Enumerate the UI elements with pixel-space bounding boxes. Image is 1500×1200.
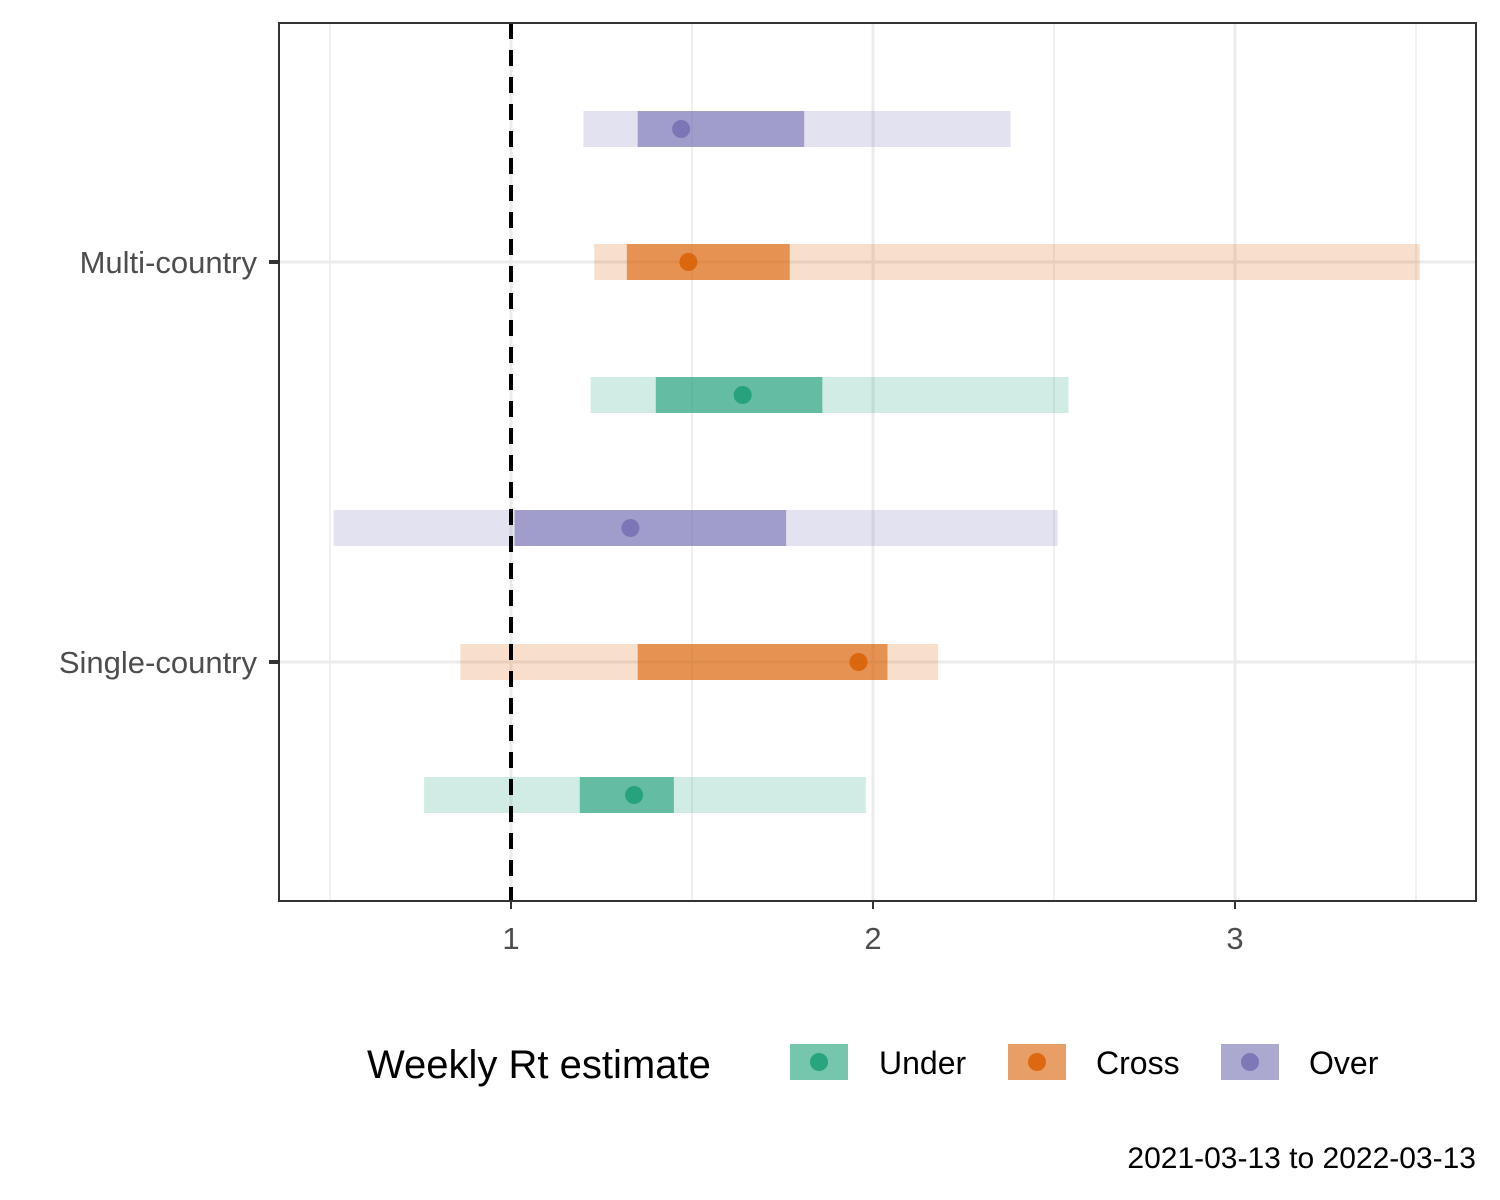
interval-over — [583, 111, 1011, 147]
x-tick-label: 3 — [1226, 921, 1243, 956]
legend-item-over: Over — [1221, 1044, 1379, 1081]
legend-label: Over — [1309, 1045, 1379, 1081]
point-estimate — [621, 519, 640, 537]
interval-cross — [460, 644, 939, 680]
point-estimate — [679, 253, 698, 271]
y-tick-label: Multi-country — [80, 245, 258, 280]
point-estimate — [733, 386, 752, 404]
caption: 2021-03-13 to 2022-03-13 — [1127, 1142, 1476, 1175]
point-estimate — [849, 653, 868, 671]
interval-under — [424, 777, 866, 813]
interval-cross — [594, 244, 1420, 280]
inner-interval-bar — [514, 510, 787, 546]
legend-key-point — [810, 1053, 828, 1071]
x-tick-label: 1 — [502, 921, 519, 956]
legend: Weekly Rt estimate Under Cross Over — [367, 1043, 1379, 1087]
interval-over — [333, 510, 1058, 546]
interval-bars — [333, 111, 1420, 813]
legend-item-under: Under — [790, 1044, 967, 1081]
inner-interval-bar — [637, 111, 805, 147]
legend-label: Under — [879, 1045, 967, 1081]
legend-title: Weekly Rt estimate — [367, 1043, 711, 1087]
point-estimate — [625, 786, 644, 804]
y-tick-label: Single-country — [59, 645, 258, 680]
legend-label: Cross — [1096, 1045, 1180, 1081]
inner-interval-bar — [637, 644, 888, 680]
axes: 1 2 3 Multi-country Single-country — [59, 245, 1244, 956]
point-estimate — [672, 120, 691, 138]
inner-interval-bar — [626, 244, 790, 280]
legend-key-point — [1241, 1053, 1259, 1071]
x-tick-label: 2 — [864, 921, 881, 956]
panel-border — [278, 22, 1477, 902]
legend-key-point — [1028, 1053, 1046, 1071]
legend-item-cross: Cross — [1008, 1044, 1180, 1081]
interval-under — [590, 377, 1069, 413]
